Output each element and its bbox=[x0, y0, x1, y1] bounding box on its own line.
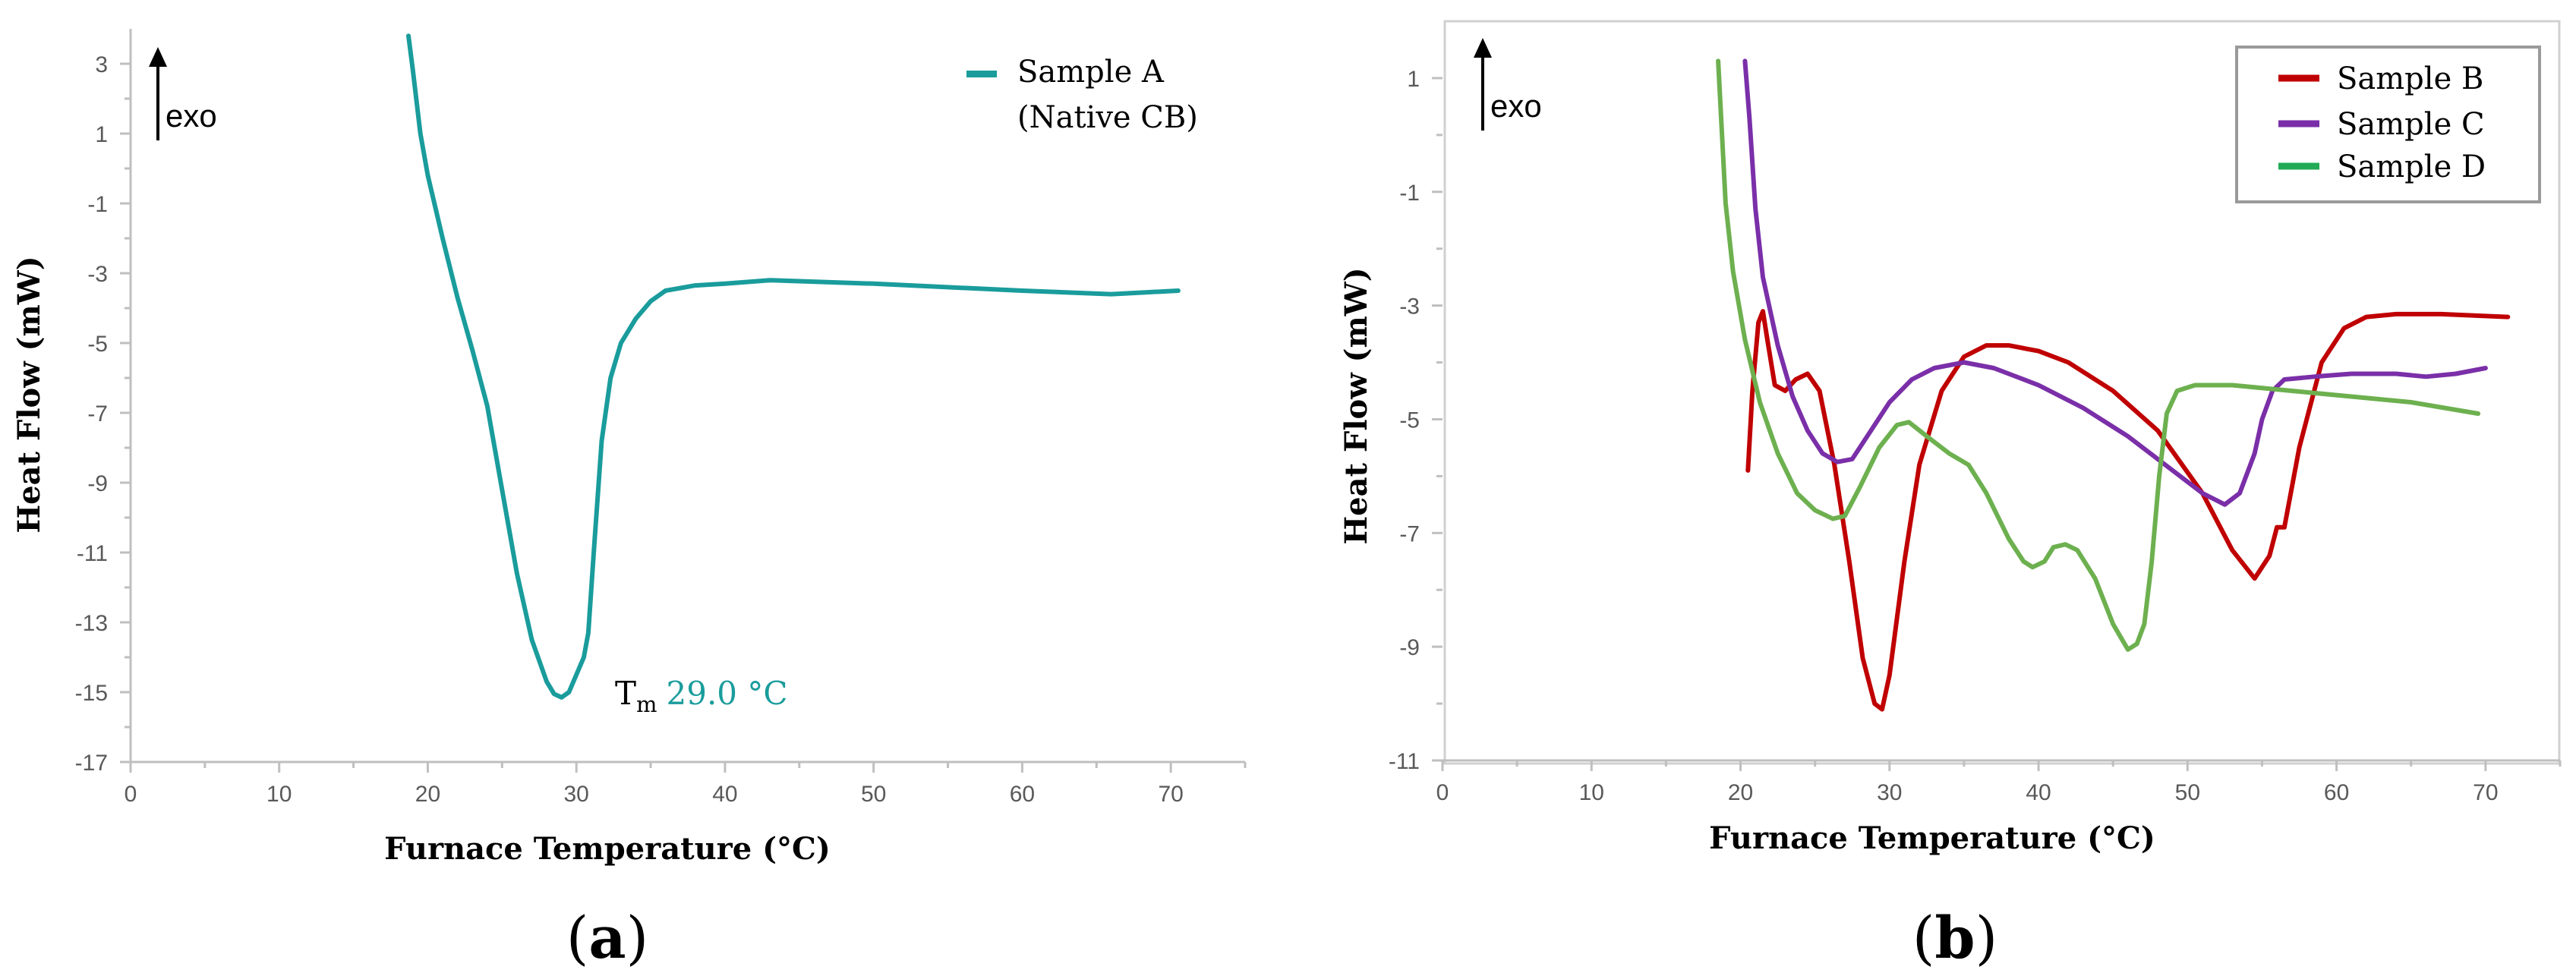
x-axis-title: Furnace Temperature (°C) bbox=[1709, 820, 2155, 856]
panel-label-b: (b) bbox=[1912, 904, 1997, 971]
x-tick-label: 60 bbox=[1010, 782, 1035, 807]
legend-label-sample-b: Sample B bbox=[2337, 61, 2483, 96]
x-tick-label: 70 bbox=[2473, 780, 2498, 805]
exo-label: exo bbox=[1490, 88, 1542, 124]
legend-label-sample-a-line2: (Native CB) bbox=[1017, 100, 1198, 135]
y-axis-title: Heat Flow (mW) bbox=[1338, 267, 1374, 544]
legend-label-sample-d: Sample D bbox=[2337, 150, 2486, 184]
x-tick-label: 20 bbox=[1728, 780, 1753, 805]
x-tick-label: 10 bbox=[266, 782, 292, 807]
y-tick-label: -1 bbox=[1399, 181, 1420, 206]
panel-label-a-letter: a bbox=[588, 904, 626, 971]
panel-label-b-letter: b bbox=[1934, 904, 1975, 971]
legend-b: Sample B Sample C Sample D bbox=[2235, 46, 2541, 203]
y-tick-label: -3 bbox=[87, 262, 108, 287]
y-tick-label: -9 bbox=[87, 471, 108, 496]
panel-label-a: (a) bbox=[566, 904, 649, 971]
y-axis-title: Heat Flow (mW) bbox=[11, 256, 47, 533]
x-tick-label: 0 bbox=[1436, 780, 1449, 805]
y-tick-label: -7 bbox=[1399, 521, 1420, 546]
x-tick-label: 40 bbox=[2026, 780, 2051, 805]
series-line-sample-d bbox=[1716, 58, 2481, 652]
x-tick-label: 50 bbox=[861, 782, 886, 807]
tm-annotation-value: 29.0 °C bbox=[667, 675, 788, 712]
y-tick-label: -15 bbox=[75, 681, 108, 706]
y-tick-label: -13 bbox=[75, 611, 108, 636]
tm-annotation-subscript: m bbox=[636, 691, 657, 717]
y-tick-label: -17 bbox=[75, 751, 108, 776]
x-tick-label: 20 bbox=[415, 782, 440, 807]
tm-annotation: Tm 29.0 °C bbox=[615, 675, 788, 717]
y-tick-label: -11 bbox=[77, 541, 108, 566]
exo-arrowhead-icon bbox=[1474, 38, 1492, 58]
series-line-sample-a bbox=[406, 33, 1181, 700]
panel-a-chart: 0 10 20 30 40 50 60 7031-1-3-5-7-9-11-13-15-17 … bbox=[11, 29, 1247, 971]
x-tick-label: 40 bbox=[712, 782, 737, 807]
panel-label-b-paren-close: ) bbox=[1975, 904, 1998, 971]
x-tick-label: 30 bbox=[1877, 780, 1902, 805]
y-tick-label: -9 bbox=[1399, 635, 1420, 660]
x-tick-label: 60 bbox=[2324, 780, 2349, 805]
y-tick-label: -5 bbox=[1399, 408, 1420, 433]
series-line-sample-c bbox=[1742, 58, 2488, 507]
exo-arrowhead-icon bbox=[149, 47, 167, 67]
panel-label-a-paren-close: ) bbox=[626, 904, 649, 971]
y-tick-label: -7 bbox=[87, 401, 108, 427]
panel-label-b-paren-open: ( bbox=[1912, 904, 1935, 971]
y-tick-label: -11 bbox=[1389, 749, 1420, 774]
x-tick-label: 0 bbox=[125, 782, 137, 807]
panel-label-a-paren-open: ( bbox=[566, 904, 589, 971]
legend-label-sample-c: Sample C bbox=[2337, 107, 2485, 142]
y-tick-label: -1 bbox=[87, 192, 108, 217]
tm-annotation-symbol: T bbox=[615, 675, 636, 712]
exo-label: exo bbox=[166, 98, 217, 134]
x-tick-label: 30 bbox=[564, 782, 589, 807]
panel-b-chart: 0 10 20 30 40 50 60 70 1 -1 -3 -5 -7 -9 -11 exo Sample… bbox=[1338, 20, 2562, 971]
y-tick-label: 3 bbox=[95, 52, 108, 77]
panel-b-frame bbox=[1443, 20, 2561, 765]
legend-label-sample-a: Sample A bbox=[1017, 55, 1165, 90]
y-tick-label: 1 bbox=[95, 122, 108, 147]
x-tick-label: 50 bbox=[2175, 780, 2200, 805]
x-tick-label: 70 bbox=[1158, 782, 1183, 807]
y-tick-label: -3 bbox=[1399, 294, 1420, 320]
y-tick-label: -5 bbox=[87, 332, 108, 357]
legend-swatch-sample-a bbox=[966, 71, 997, 77]
x-axis-title: Furnace Temperature (°C) bbox=[384, 831, 831, 867]
x-tick-label: 10 bbox=[1579, 780, 1604, 805]
y-tick-label: 1 bbox=[1407, 67, 1420, 92]
